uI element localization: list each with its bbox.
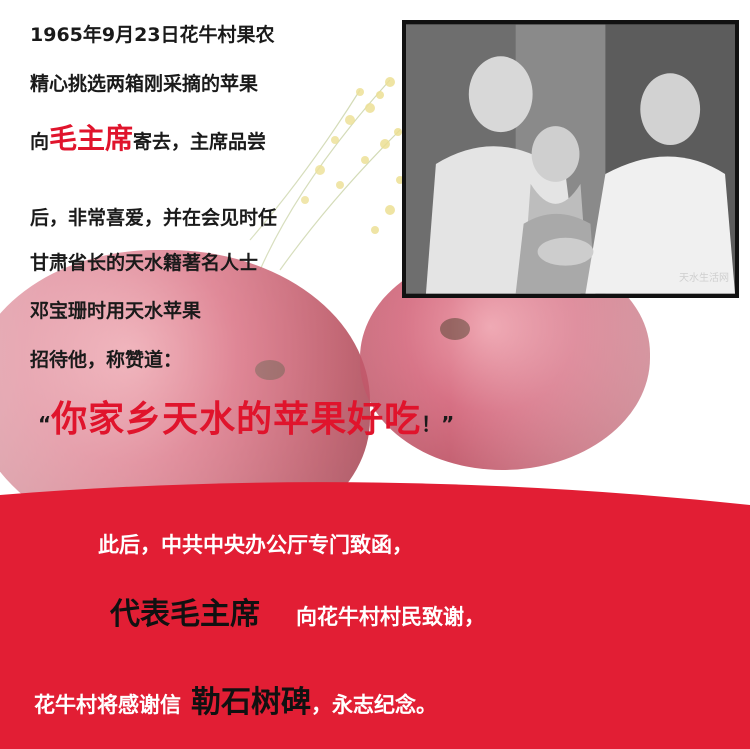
photo-watermark: 天水生活网 bbox=[679, 273, 729, 284]
bottom-line-3-suffix: ，永志纪念。 bbox=[311, 693, 437, 717]
text-line-3-suffix: 寄去，主席品尝 bbox=[133, 131, 267, 153]
bottom-line-2-highlight: 代表毛主席 bbox=[110, 597, 260, 632]
text-line-7: 招待他，称赞道： bbox=[30, 349, 183, 371]
bottom-red-band: 此后，中共中央办公厅专门致函， 代表毛主席 向花牛村村民致谢， 花牛村将感谢信 勒石… bbox=[0, 505, 750, 749]
bottom-line-3: 花牛村将感谢信 勒石树碑，永志纪念。 bbox=[34, 677, 437, 721]
text-line-4: 后，非常喜爱，并在会见时任 bbox=[30, 207, 278, 229]
quote-close: ！” bbox=[421, 412, 455, 436]
text-line-1: 1965年9月23日花牛村果农 bbox=[30, 24, 275, 46]
text-line-3-prefix: 向 bbox=[30, 131, 50, 153]
text-line-5: 甘肃省长的天水籍著名人士 bbox=[30, 252, 259, 274]
quote-text: 你家乡天水的苹果好吃 bbox=[51, 399, 422, 440]
bottom-line-1: 此后，中共中央办公厅专门致函， bbox=[98, 533, 413, 557]
text-line-3: 向毛主席寄去，主席品尝 bbox=[30, 117, 266, 157]
bottom-line-3-highlight: 勒石树碑 bbox=[191, 685, 311, 720]
text-line-6: 邓宝珊时用天水苹果 bbox=[30, 300, 202, 322]
quote-open: “ bbox=[38, 412, 52, 436]
photo-illustration bbox=[406, 24, 735, 294]
chairman-highlight: 毛主席 bbox=[49, 122, 134, 155]
text-line-2: 精心挑选两箱刚采摘的苹果 bbox=[30, 73, 259, 95]
bottom-line-2: 代表毛主席 向花牛村村民致谢， bbox=[110, 589, 485, 633]
bottom-line-2-suffix: 向花牛村村民致谢， bbox=[296, 605, 485, 629]
bottom-line-3-prefix: 花牛村将感谢信 bbox=[34, 693, 181, 717]
historical-photo: 天水生活网 bbox=[402, 20, 739, 298]
quote-line: “你家乡天水的苹果好吃！” bbox=[38, 390, 454, 442]
